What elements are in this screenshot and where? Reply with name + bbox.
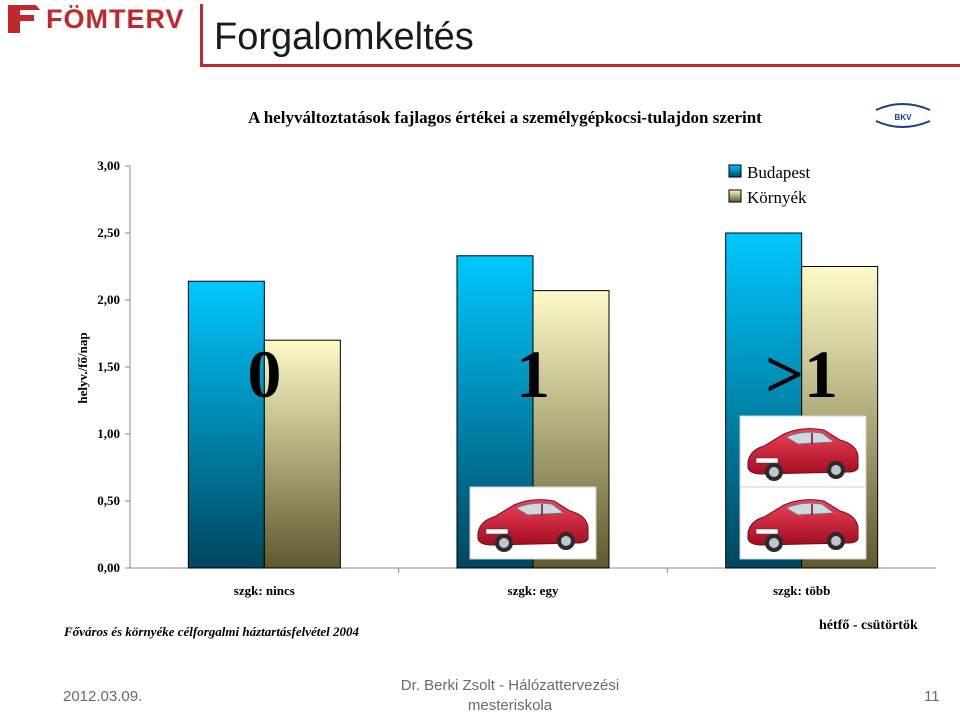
y-tick-label: 0,00: [97, 560, 120, 575]
footer-author-line1: Dr. Berki Zsolt - Hálózattervezési: [400, 677, 620, 694]
fomterv-logo: FÖMTERV: [6, 2, 196, 38]
car-image-2a: [739, 415, 867, 489]
category-big-label: >1: [765, 336, 838, 412]
days-note: hétfő - csütörtök: [819, 618, 918, 633]
y-tick-label: 1,50: [97, 359, 120, 374]
logo-text: FÖMTERV: [46, 4, 185, 34]
bar-budapest-1: [187, 280, 265, 569]
category-label: szgk: nincs: [234, 583, 295, 598]
footer-author: Dr. Berki Zsolt - Hálózattervezési meste…: [380, 676, 640, 716]
category-label: szgk: egy: [508, 583, 559, 598]
footer-author-line2: mesteriskola: [467, 697, 553, 714]
legend-label-kornyek: Környék: [747, 188, 807, 207]
chart-title: A helyváltoztatások fajlagos értékei a s…: [248, 108, 762, 127]
legend: Budapest Környék: [728, 163, 811, 207]
bkv-logo: BKV: [875, 103, 931, 128]
y-tick-label: 1,00: [97, 426, 120, 441]
y-tick-group: 0,00 0,50 1,00 1,50 2,00 2,50 3,00: [97, 158, 130, 575]
car-image-1: [469, 486, 597, 560]
y-tick-label: 3,00: [97, 158, 120, 173]
bkv-logo-text: BKV: [895, 113, 913, 122]
bar-chart: helyv./fő/nap 0,00 0,50 1,00 1,50 2,00 2,50 3,…: [75, 158, 936, 598]
legend-label-budapest: Budapest: [747, 163, 811, 182]
y-tick-label: 2,50: [97, 225, 120, 240]
y-tick-label: 0,50: [97, 493, 120, 508]
footer-page-number: 11: [924, 688, 940, 705]
title-accent-vertical: [200, 4, 203, 66]
category-label: szgk: több: [773, 583, 830, 598]
title-bar: Forgalomkeltés: [200, 2, 960, 68]
car-image-2b: [739, 486, 867, 560]
source-note: Főváros és környéke célforgalmi háztartá…: [64, 624, 359, 639]
legend-swatch-kornyek: [728, 189, 742, 203]
category-big-label: 1: [516, 336, 550, 412]
y-axis-label: helyv./fő/nap: [75, 332, 90, 403]
title-accent-horizontal: [200, 64, 960, 67]
category-big-label: 0: [247, 336, 281, 412]
x-tick-group: [398, 568, 668, 573]
legend-swatch-budapest: [728, 164, 742, 178]
big-label-group: 0 1 >1: [247, 336, 838, 412]
y-tick-label: 2,00: [97, 292, 120, 307]
fomterv-logo-icon: [8, 5, 40, 33]
slide-title: Forgalomkeltés: [214, 16, 474, 58]
footer-date: 2012.03.09.: [63, 688, 143, 705]
category-label-group: szgk: nincs szgk: egy szgk: több: [234, 583, 831, 598]
bar-kornyek-1: [263, 339, 341, 569]
